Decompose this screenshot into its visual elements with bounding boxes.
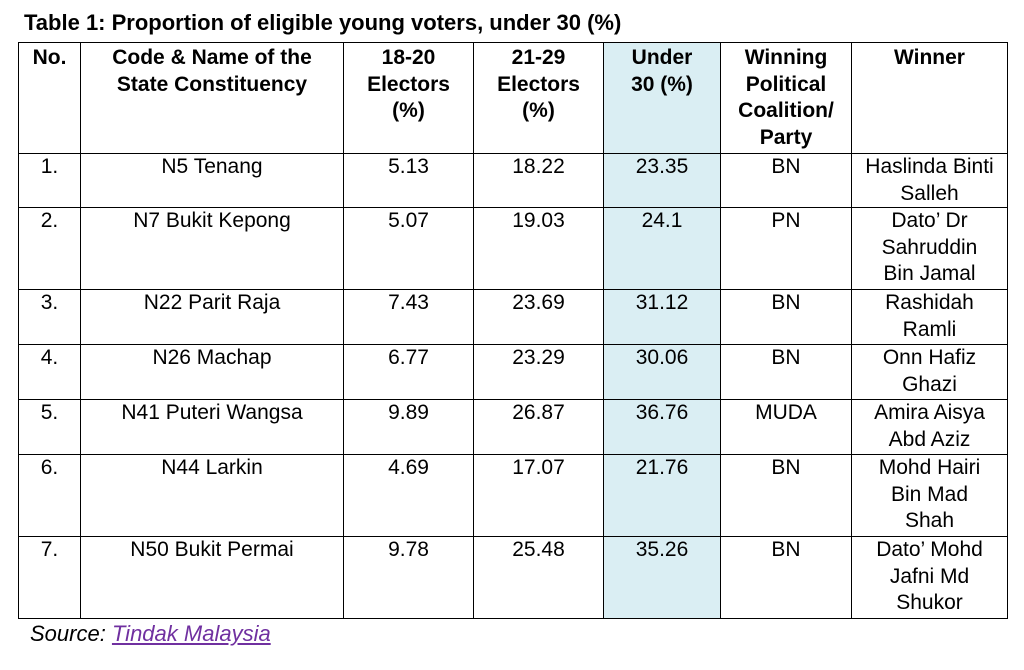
table-row: 3. N22 Parit Raja 7.43 23.69 31.12 BN Rashidah… (18, 289, 1008, 345)
row-no: 4. (18, 344, 81, 400)
row-party: BN (720, 153, 852, 208)
row-electors-18-20: 9.78 (343, 536, 474, 619)
row-no: 3. (18, 289, 81, 345)
row-party: BN (720, 536, 852, 619)
row-under-30: 30.06 (603, 344, 721, 400)
row-electors-18-20: 5.13 (343, 153, 474, 208)
row-winner: Amira Aisya Abd Aziz (851, 399, 1008, 455)
row-constituency: N41 Puteri Wangsa (80, 399, 344, 455)
source-link[interactable]: Tindak Malaysia (111, 621, 271, 646)
young-voters-table: No. Code & Name of the State Constituenc… (18, 42, 1008, 619)
header-no: No. (18, 42, 81, 154)
row-electors-18-20: 7.43 (343, 289, 474, 345)
header-party: Winning Political Coalition/ Party (720, 42, 852, 154)
header-row: No. Code & Name of the State Constituenc… (18, 42, 1008, 154)
row-winner: Dato’ Mohd Jafni Md Shukor (851, 536, 1008, 619)
row-constituency: N26 Machap (80, 344, 344, 400)
table-row: 7. N50 Bukit Permai 9.78 25.48 35.26 BN Dato’ … (18, 536, 1008, 619)
row-under-30: 21.76 (603, 454, 721, 537)
table-row: 4. N26 Machap 6.77 23.29 30.06 BN Onn Hafiz Gh… (18, 344, 1008, 400)
row-constituency: N44 Larkin (80, 454, 344, 537)
row-party: BN (720, 289, 852, 345)
table-row: 1. N5 Tenang 5.13 18.22 23.35 BN Haslinda Bint… (18, 153, 1008, 208)
row-constituency: N22 Parit Raja (80, 289, 344, 345)
row-winner: Dato’ Dr Sahruddin Bin Jamal (851, 207, 1008, 290)
header-electors-21-29: 21-29 Electors (%) (473, 42, 604, 154)
row-party: PN (720, 207, 852, 290)
row-no: 7. (18, 536, 81, 619)
header-winner: Winner (851, 42, 1008, 154)
source-note: Source: Tindak Malaysia (30, 620, 271, 648)
table-title: Table 1: Proportion of eligible young vo… (24, 10, 622, 35)
row-no: 6. (18, 454, 81, 537)
row-winner: Haslinda Binti Salleh (851, 153, 1008, 208)
header-constituency: Code & Name of the State Constituency (80, 42, 344, 154)
row-no: 2. (18, 207, 81, 290)
table-row: 5. N41 Puteri Wangsa 9.89 26.87 36.76 MUDA Ami… (18, 399, 1008, 455)
row-winner: Onn Hafiz Ghazi (851, 344, 1008, 400)
row-electors-21-29: 23.69 (473, 289, 604, 345)
row-electors-18-20: 5.07 (343, 207, 474, 290)
row-no: 5. (18, 399, 81, 455)
table-row: 6. N44 Larkin 4.69 17.07 21.76 BN Mohd Hairi B… (18, 454, 1008, 537)
row-party: BN (720, 344, 852, 400)
row-under-30: 31.12 (603, 289, 721, 345)
row-party: MUDA (720, 399, 852, 455)
row-under-30: 36.76 (603, 399, 721, 455)
row-winner: Mohd Hairi Bin Mad Shah (851, 454, 1008, 537)
row-constituency: N7 Bukit Kepong (80, 207, 344, 290)
row-winner: Rashidah Ramli (851, 289, 1008, 345)
row-under-30: 24.1 (603, 207, 721, 290)
row-electors-21-29: 18.22 (473, 153, 604, 208)
row-electors-21-29: 26.87 (473, 399, 604, 455)
row-electors-21-29: 17.07 (473, 454, 604, 537)
table-row: 2. N7 Bukit Kepong 5.07 19.03 24.1 PN Dato’ Dr… (18, 207, 1008, 290)
source-label: Source: (30, 621, 112, 646)
row-under-30: 23.35 (603, 153, 721, 208)
row-electors-21-29: 23.29 (473, 344, 604, 400)
row-party: BN (720, 454, 852, 537)
row-electors-18-20: 4.69 (343, 454, 474, 537)
row-under-30: 35.26 (603, 536, 721, 619)
row-constituency: N50 Bukit Permai (80, 536, 344, 619)
row-constituency: N5 Tenang (80, 153, 344, 208)
row-electors-18-20: 9.89 (343, 399, 474, 455)
row-electors-18-20: 6.77 (343, 344, 474, 400)
row-electors-21-29: 19.03 (473, 207, 604, 290)
row-no: 1. (18, 153, 81, 208)
header-under-30: Under 30 (%) (603, 42, 721, 154)
header-electors-18-20: 18-20 Electors (%) (343, 42, 474, 154)
row-electors-21-29: 25.48 (473, 536, 604, 619)
